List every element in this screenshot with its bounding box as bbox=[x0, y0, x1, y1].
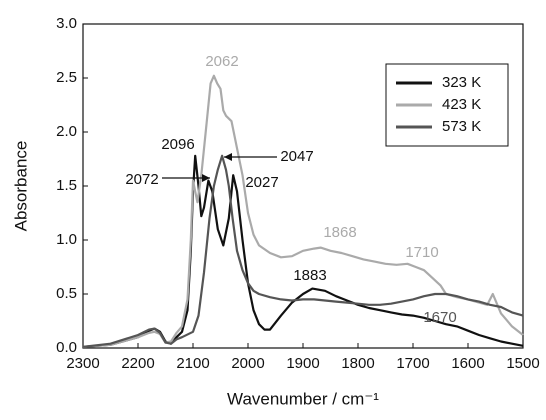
x-tick-label: 1800 bbox=[341, 355, 374, 372]
peak-label: 2072 bbox=[125, 171, 158, 188]
peak-label: 2047 bbox=[280, 148, 313, 165]
series-line bbox=[82, 154, 524, 348]
legend-label: 323 K bbox=[442, 74, 481, 91]
x-tick-label: 2200 bbox=[121, 355, 154, 372]
x-tick-label: 1500 bbox=[506, 355, 539, 372]
x-tick-label: 2300 bbox=[66, 355, 99, 372]
y-tick-label: 1.5 bbox=[56, 177, 77, 194]
series-line bbox=[82, 154, 524, 348]
peak-label: 1710 bbox=[405, 244, 438, 261]
x-tick-label: 2100 bbox=[176, 355, 209, 372]
y-tick-label: 2.0 bbox=[56, 123, 77, 140]
y-tick-label: 2.5 bbox=[56, 69, 77, 86]
peak-label: 1883 bbox=[293, 267, 326, 284]
peak-label: 2062 bbox=[205, 53, 238, 70]
y-axis-label: Absorbance bbox=[11, 141, 30, 232]
y-tick-label: 1.0 bbox=[56, 231, 77, 248]
peak-label: 2096 bbox=[161, 136, 194, 153]
peak-label: 1670 bbox=[423, 309, 456, 326]
x-axis-label: Wavenumber / cm⁻¹ bbox=[227, 389, 379, 408]
y-tick-label: 0.0 bbox=[56, 339, 77, 356]
legend-label: 423 K bbox=[442, 96, 481, 113]
legend-label: 573 K bbox=[442, 118, 481, 135]
series-line bbox=[82, 74, 524, 348]
arrow-head bbox=[224, 153, 232, 161]
arrow-head bbox=[202, 174, 210, 182]
x-tick-label: 1900 bbox=[286, 355, 319, 372]
x-tick-label: 1600 bbox=[451, 355, 484, 372]
y-tick-label: 0.5 bbox=[56, 285, 77, 302]
peak-label: 1868 bbox=[323, 224, 356, 241]
y-tick-label: 3.0 bbox=[56, 15, 77, 32]
x-tick-label: 1700 bbox=[396, 355, 429, 372]
peak-label: 2027 bbox=[245, 174, 278, 191]
x-tick-label: 2000 bbox=[231, 355, 264, 372]
